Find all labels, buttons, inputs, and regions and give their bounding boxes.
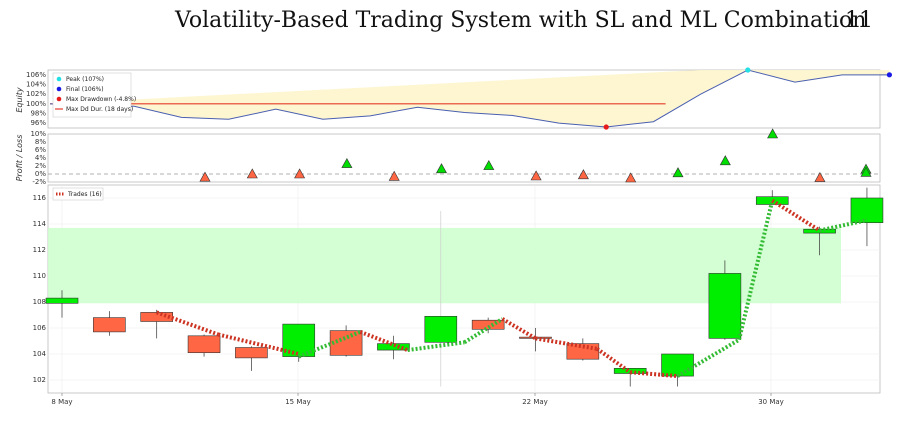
- trade-line: [298, 330, 362, 359]
- pl-plot: [48, 128, 880, 183]
- pl-trade-marker: [435, 163, 448, 174]
- equity-ytick: 104%: [26, 81, 46, 89]
- pl-ytick: 6%: [35, 146, 46, 154]
- equity-frame: [47, 69, 881, 129]
- trade-line: [819, 218, 868, 233]
- equity-ytick: 102%: [26, 90, 46, 98]
- equity-legend-box: [52, 72, 132, 118]
- trade-line: [156, 310, 219, 337]
- equity-ytick: 106%: [26, 71, 46, 79]
- price-plot: [45, 187, 884, 387]
- candle-body: [235, 347, 268, 359]
- equity-peak-marker: [745, 67, 751, 73]
- price-ytick: 112: [33, 246, 46, 254]
- trade-line: [595, 347, 632, 374]
- pl-ytick: -2%: [32, 178, 46, 186]
- price-ytick: 116: [33, 194, 47, 202]
- equity-ylabel: Equity: [15, 87, 24, 113]
- price-xticks: 8 May 15 May 22 May 30 May: [51, 393, 784, 406]
- pl-trade-marker: [199, 171, 211, 182]
- equity-line: [49, 69, 890, 128]
- equity-panel: Equity 96%98% 100% 102%104% 106% Peak (107%…: [15, 67, 893, 130]
- pl-panel: Profit / Loss -2%0%2%4%6%8%10%: [15, 128, 881, 186]
- equity-legend: Peak (107%) Final (106%) Max Drawdown (-…: [52, 72, 136, 118]
- trade-line: [359, 330, 409, 352]
- pl-trade-marker: [388, 170, 400, 181]
- legend-peak-label: Peak (107%): [66, 76, 104, 83]
- page-title: Volatility-Based Trading System with SL …: [175, 8, 867, 33]
- pl-trade-marker: [625, 172, 637, 183]
- trading-chart: Equity 96%98% 100% 102%104% 106% Peak (107%…: [15, 67, 893, 406]
- candle-body: [93, 317, 126, 333]
- trade-line: [771, 198, 821, 233]
- pl-trade-marker: [860, 166, 872, 177]
- page-header: Volatility-Based Trading System with SL …: [0, 0, 899, 60]
- equity-ytick: 96%: [30, 119, 46, 127]
- price-ytick: 104: [33, 350, 47, 358]
- pl-trade-marker: [767, 128, 779, 139]
- candle-body: [45, 297, 79, 304]
- price-panel: 102 104 106 108 110 112 114 116 8 May 15 May 22 M…: [33, 184, 884, 406]
- pl-ytick: 4%: [35, 154, 46, 162]
- trade-line: [407, 340, 465, 353]
- equity-drawdown-marker: [603, 124, 609, 130]
- pl-ytick: 10%: [30, 130, 46, 138]
- equity-ytick: 100%: [26, 100, 46, 108]
- candle-body: [850, 197, 884, 224]
- pl-trade-marker: [672, 167, 684, 178]
- legend-drawdown-label: Max Drawdown (-4.8%): [66, 96, 136, 103]
- pl-trade-marker: [814, 171, 826, 182]
- legend-drawdown-marker: [56, 96, 62, 102]
- candle-body: [282, 323, 316, 357]
- pl-trade-marker: [294, 168, 306, 179]
- pl-ticks: -2%0%2%4%6%8%10%: [30, 130, 46, 186]
- price-xtick-label: 8 May: [51, 398, 72, 406]
- candle-body: [329, 330, 363, 356]
- candle-body: [377, 343, 410, 351]
- pl-trade-marker: [530, 170, 542, 181]
- pl-frame: [47, 133, 881, 183]
- price-legend: Trades (16): [52, 187, 104, 201]
- price-ytick: 108: [33, 298, 46, 306]
- price-ticks: 102 104 106 108 110 112 114 116: [33, 194, 47, 384]
- pl-ytick: 2%: [35, 162, 46, 170]
- candle-body: [708, 273, 742, 339]
- trade-line: [535, 336, 598, 351]
- trade-line: [217, 332, 300, 356]
- equity-ticks: 96%98% 100% 102%104% 106%: [26, 71, 46, 127]
- price-xtick-label: 30 May: [758, 398, 784, 406]
- price-ytick: 106: [33, 324, 47, 332]
- legend-peak-marker: [56, 76, 62, 82]
- pl-ytick: 0%: [35, 170, 46, 178]
- equity-ytick: 98%: [30, 110, 46, 118]
- trade-line: [463, 317, 504, 345]
- page-number: 11: [845, 8, 873, 33]
- legend-trades-label: Trades (16): [67, 191, 102, 198]
- candle-body: [755, 196, 789, 205]
- pl-ylabel: Profit / Loss: [15, 135, 24, 182]
- pl-trade-marker: [577, 169, 589, 180]
- price-legend-box: [52, 187, 104, 201]
- legend-dd-duration-label: Max Dd Dur. (18 days): [66, 106, 133, 113]
- trade-line: [501, 317, 537, 341]
- candle-body: [424, 315, 458, 343]
- price-xtick-label: 22 May: [522, 398, 548, 406]
- legend-final-label: Final (106%): [66, 86, 104, 93]
- pl-ytick: 8%: [35, 138, 46, 146]
- pl-trade-marker: [341, 157, 353, 168]
- equity-plot: [49, 67, 893, 130]
- candle-body: [187, 335, 221, 353]
- pl-trade-marker: [719, 155, 731, 166]
- price-ytick: 110: [33, 272, 46, 280]
- equity-final-marker: [886, 72, 893, 78]
- price-xtick-label: 15 May: [285, 398, 311, 406]
- legend-final-marker: [56, 86, 62, 92]
- candle-body: [661, 353, 694, 377]
- equity-drawdown-fill: [50, 70, 890, 128]
- candle-body: [471, 319, 505, 330]
- pl-trade-marker: [246, 168, 258, 179]
- pl-trade-marker: [483, 159, 495, 170]
- price-ytick: 114: [33, 220, 47, 228]
- price-ytick: 102: [33, 376, 46, 384]
